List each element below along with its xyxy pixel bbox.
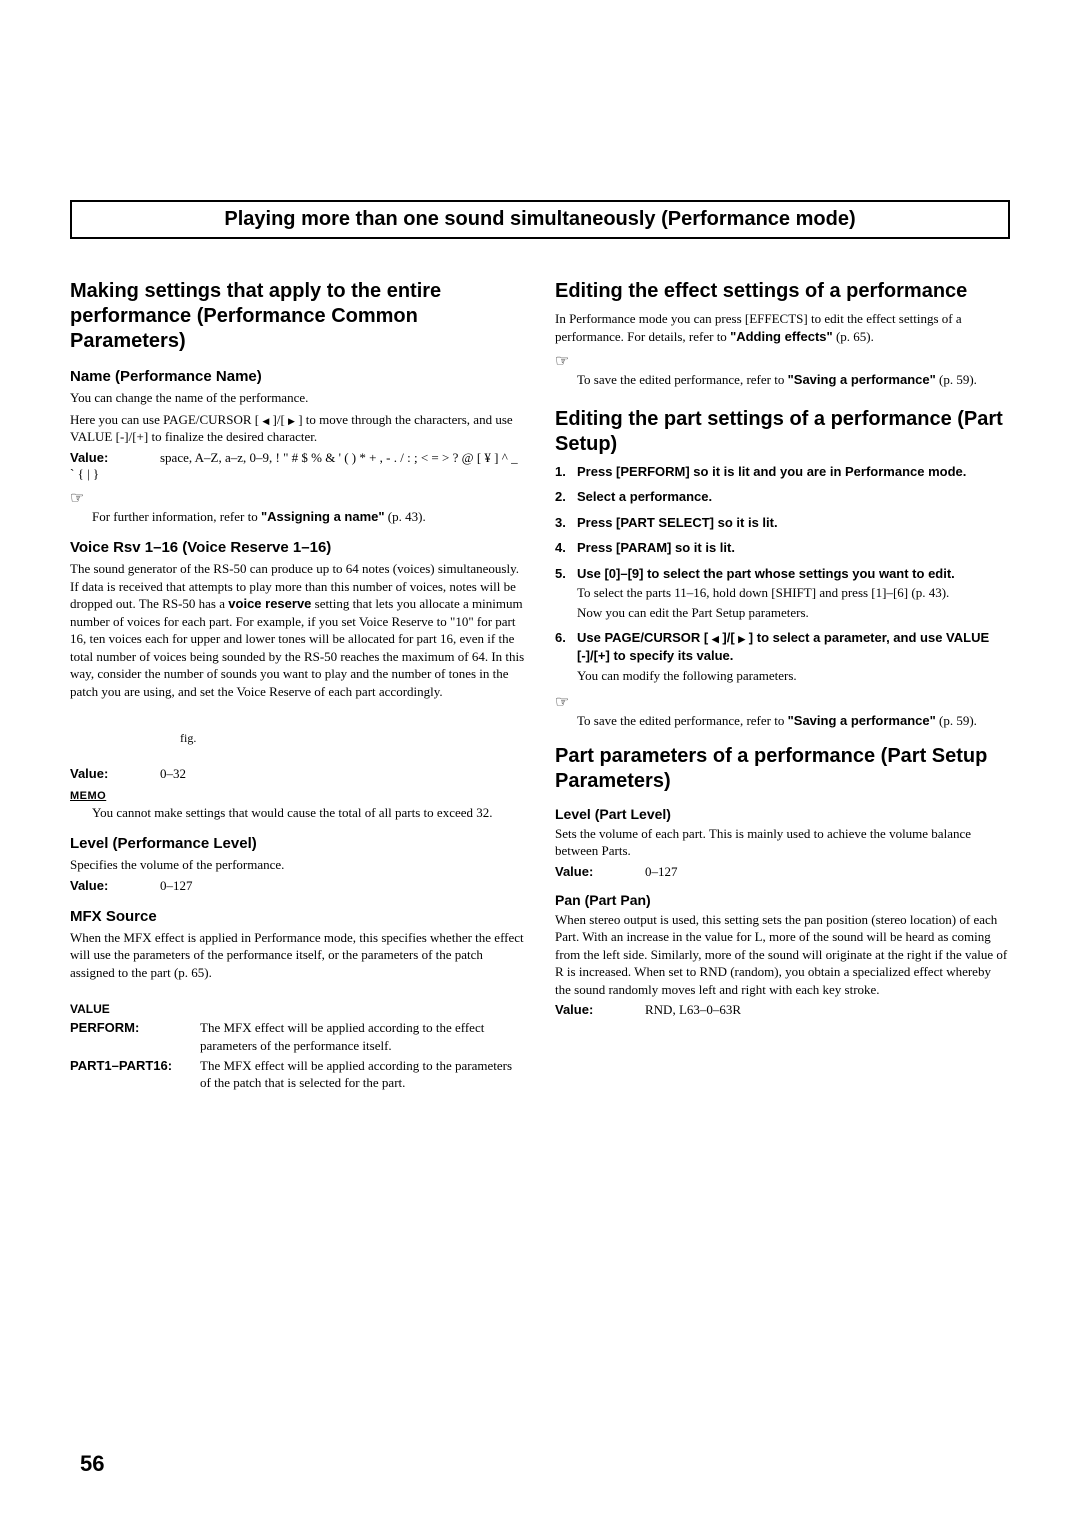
step-tail: You can modify the following parameters. bbox=[577, 667, 1010, 685]
effect-p-b: "Adding effects" bbox=[730, 329, 833, 344]
lead-b: ]/[ bbox=[719, 630, 739, 645]
voice-memo-text: You cannot make settings that would caus… bbox=[92, 804, 525, 822]
memo-label: MEMO bbox=[70, 790, 106, 802]
value-text: RND, L63–0–63R bbox=[645, 1002, 741, 1017]
effect-note-a: To save the edited performance, refer to bbox=[577, 372, 788, 387]
params-pan-heading: Pan (Part Pan) bbox=[555, 892, 1010, 908]
step-lead: Press [PART SELECT] so it is lit. bbox=[577, 515, 778, 530]
pointing-hand-icon: ☞ bbox=[555, 692, 569, 712]
step-lead: Use [0]–[9] to select the part whose set… bbox=[577, 566, 955, 581]
step-5: 5. Use [0]–[9] to select the part whose … bbox=[555, 565, 1010, 622]
name-p2b: ]/[ bbox=[269, 412, 288, 427]
row-val: The MFX effect will be applied according… bbox=[200, 1057, 525, 1092]
step-num: 1. bbox=[555, 463, 577, 481]
level-heading: Level (Performance Level) bbox=[70, 835, 525, 852]
name-heading: Name (Performance Name) bbox=[70, 368, 525, 385]
value-text: 0–127 bbox=[160, 878, 193, 893]
name-p2: Here you can use PAGE/CURSOR [ ]/[ ] to … bbox=[70, 411, 525, 446]
page-header: Playing more than one sound simultaneous… bbox=[70, 200, 1010, 239]
voice-p: The sound generator of the RS-50 can pro… bbox=[70, 560, 525, 700]
step-num: 2. bbox=[555, 488, 577, 506]
part-note-b: "Saving a performance" bbox=[788, 713, 936, 728]
page-number: 56 bbox=[80, 1451, 104, 1477]
name-note-bold: "Assigning a name" bbox=[261, 509, 385, 524]
step-num: 3. bbox=[555, 514, 577, 532]
step-1: 1. Press [PERFORM] so it is lit and you … bbox=[555, 463, 1010, 481]
voice-value: Value:0–32 bbox=[70, 766, 525, 782]
effect-note-b: "Saving a performance" bbox=[788, 372, 936, 387]
name-p2a: Here you can use PAGE/CURSOR [ bbox=[70, 412, 262, 427]
effect-note: To save the edited performance, refer to… bbox=[577, 371, 1010, 389]
params-level-p: Sets the volume of each part. This is ma… bbox=[555, 825, 1010, 860]
step-4: 4. Press [PARAM] so it is lit. bbox=[555, 539, 1010, 557]
step-lead: Use PAGE/CURSOR [ ]/[ ] to select a para… bbox=[577, 630, 989, 663]
value-label: Value: bbox=[70, 878, 160, 893]
step-num: 4. bbox=[555, 539, 577, 557]
params-pan-p: When stereo output is used, this setting… bbox=[555, 911, 1010, 999]
step-lead: Press [PARAM] so it is lit. bbox=[577, 540, 735, 555]
part-note: To save the edited performance, refer to… bbox=[577, 712, 1010, 730]
params-level-heading: Level (Part Level) bbox=[555, 806, 1010, 822]
effect-note-c: (p. 59). bbox=[936, 372, 977, 387]
voice-heading: Voice Rsv 1–16 (Voice Reserve 1–16) bbox=[70, 539, 525, 556]
value-label: Value: bbox=[555, 1002, 645, 1017]
step-num: 6. bbox=[555, 629, 577, 684]
step-tail2: Now you can edit the Part Setup paramete… bbox=[577, 604, 1010, 622]
triangle-right-icon bbox=[288, 412, 295, 427]
voice-p-b: voice reserve bbox=[228, 596, 311, 611]
params-title: Part parameters of a performance (Part S… bbox=[555, 744, 1010, 794]
name-note-text: For further information, refer to bbox=[92, 509, 261, 524]
name-value: Value:space, A–Z, a–z, 0–9, ! " # $ % & … bbox=[70, 450, 525, 482]
step-3: 3. Press [PART SELECT] so it is lit. bbox=[555, 514, 1010, 532]
effect-note-block: ☞ To save the edited performance, refer … bbox=[555, 351, 1010, 389]
mfx-table: VALUE PERFORM: The MFX effect will be ap… bbox=[70, 1001, 525, 1091]
pointing-hand-icon: ☞ bbox=[555, 351, 569, 371]
table-row: PART1–PART16: The MFX effect will be app… bbox=[70, 1057, 525, 1092]
effect-title: Editing the effect settings of a perform… bbox=[555, 279, 1010, 304]
row-val: The MFX effect will be applied according… bbox=[200, 1019, 525, 1054]
effect-p-c: (p. 65). bbox=[833, 329, 874, 344]
lead-a: Use PAGE/CURSOR [ bbox=[577, 630, 712, 645]
level-p: Specifies the volume of the performance. bbox=[70, 856, 525, 874]
step-2: 2. Select a performance. bbox=[555, 488, 1010, 506]
params-pan-value: Value:RND, L63–0–63R bbox=[555, 1002, 1010, 1018]
triangle-left-icon bbox=[712, 630, 719, 645]
part-note-block: ☞ To save the edited performance, refer … bbox=[555, 692, 1010, 730]
mfx-table-head: VALUE bbox=[70, 1001, 525, 1017]
common-params-title: Making settings that apply to the entire… bbox=[70, 279, 525, 354]
voice-fig: fig. bbox=[180, 731, 525, 746]
value-label: Value: bbox=[70, 450, 160, 465]
step-lead: Select a performance. bbox=[577, 489, 712, 504]
params-level-value: Value:0–127 bbox=[555, 864, 1010, 880]
value-text: 0–32 bbox=[160, 766, 186, 781]
content-columns: Making settings that apply to the entire… bbox=[70, 279, 1010, 1094]
left-column: Making settings that apply to the entire… bbox=[70, 279, 525, 1094]
table-row: PERFORM: The MFX effect will be applied … bbox=[70, 1019, 525, 1054]
value-text: 0–127 bbox=[645, 864, 678, 879]
pointing-hand-icon: ☞ bbox=[70, 488, 84, 508]
name-note: For further information, refer to "Assig… bbox=[92, 508, 525, 526]
voice-p-c: setting that lets you allocate a minimum… bbox=[70, 596, 524, 699]
step-6: 6. Use PAGE/CURSOR [ ]/[ ] to select a p… bbox=[555, 629, 1010, 684]
part-note-c: (p. 59). bbox=[936, 713, 977, 728]
value-label: Value: bbox=[70, 766, 160, 781]
name-note-tail: (p. 43). bbox=[385, 509, 426, 524]
row-key: PART1–PART16: bbox=[70, 1057, 200, 1092]
row-key: PERFORM: bbox=[70, 1019, 200, 1054]
voice-memo-block: MEMO You cannot make settings that would… bbox=[70, 786, 525, 822]
name-p1: You can change the name of the performan… bbox=[70, 389, 525, 407]
mfx-p: When the MFX effect is applied in Perfor… bbox=[70, 929, 525, 982]
right-column: Editing the effect settings of a perform… bbox=[555, 279, 1010, 1094]
part-note-a: To save the edited performance, refer to bbox=[577, 713, 788, 728]
level-value: Value:0–127 bbox=[70, 878, 525, 894]
step-num: 5. bbox=[555, 565, 577, 622]
step-tail: To select the parts 11–16, hold down [SH… bbox=[577, 584, 1010, 602]
part-title: Editing the part settings of a performan… bbox=[555, 407, 1010, 457]
mfx-heading: MFX Source bbox=[70, 908, 525, 925]
effect-p: In Performance mode you can press [EFFEC… bbox=[555, 310, 1010, 345]
name-note-block: ☞ For further information, refer to "Ass… bbox=[70, 488, 525, 526]
value-label: Value: bbox=[555, 864, 645, 879]
step-lead: Press [PERFORM] so it is lit and you are… bbox=[577, 464, 966, 479]
